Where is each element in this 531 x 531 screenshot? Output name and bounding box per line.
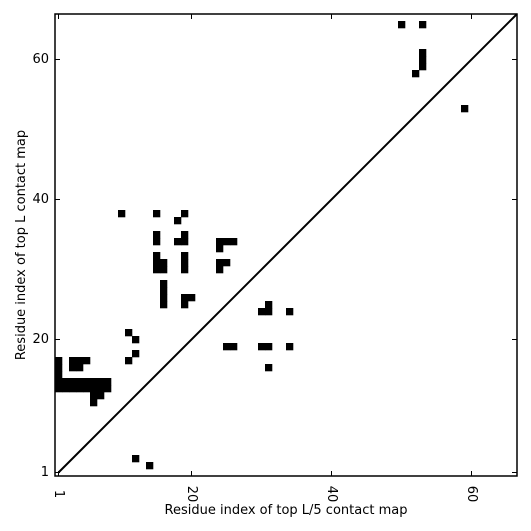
contact-cell xyxy=(69,385,77,393)
contact-cell xyxy=(55,357,63,365)
contact-cell xyxy=(90,399,98,407)
contact-cell xyxy=(181,301,189,309)
contact-cell xyxy=(265,364,273,372)
contact-cell xyxy=(174,238,182,246)
contact-cell xyxy=(153,259,161,267)
contact-cell xyxy=(223,238,231,246)
contact-cell xyxy=(160,301,168,309)
contact-cell xyxy=(160,294,168,302)
contact-cell xyxy=(258,343,266,351)
contact-cell xyxy=(76,385,84,393)
contact-cell xyxy=(153,210,161,218)
contact-cell xyxy=(132,336,140,344)
contact-cell xyxy=(216,259,224,267)
contact-cell xyxy=(419,56,427,64)
contact-cell xyxy=(181,210,189,218)
contact-cell xyxy=(132,455,140,463)
contact-cell xyxy=(153,266,161,274)
diagonal-line xyxy=(57,13,518,474)
contact-cell xyxy=(69,357,77,365)
contact-cell xyxy=(104,378,112,386)
x-tick-label: 20 xyxy=(184,486,199,503)
contact-cell xyxy=(174,217,182,225)
y-tick-label: 1 xyxy=(41,465,49,480)
contact-cell xyxy=(419,63,427,71)
contact-cell xyxy=(90,385,98,393)
contact-cell xyxy=(419,21,427,29)
contact-cell xyxy=(55,364,63,372)
contact-cell xyxy=(286,308,294,316)
contact-cell xyxy=(223,343,231,351)
contact-cell xyxy=(83,378,91,386)
contact-cell xyxy=(223,259,231,267)
contact-cell xyxy=(97,378,105,386)
contact-cell xyxy=(132,350,140,358)
contact-cell xyxy=(181,231,189,239)
contact-cell xyxy=(90,378,98,386)
contact-cell xyxy=(104,385,112,393)
x-tick-label: 1 xyxy=(51,490,66,498)
contact-cell xyxy=(125,329,133,337)
plot-frame xyxy=(54,13,518,477)
contact-cell xyxy=(160,266,168,274)
contact-cell xyxy=(55,371,63,379)
contact-cell xyxy=(265,343,273,351)
contact-cell xyxy=(265,308,273,316)
y-tick-label: 20 xyxy=(32,332,49,347)
contact-cells xyxy=(55,21,469,470)
contact-cell xyxy=(286,343,294,351)
contact-cell xyxy=(181,252,189,260)
contact-cell xyxy=(76,357,84,365)
contact-cell xyxy=(412,70,420,78)
contact-cell xyxy=(55,385,63,393)
contact-cell xyxy=(258,308,266,316)
contact-cell xyxy=(216,238,224,246)
axis-ticks: 1 20 40 60 1 20 40 60 xyxy=(32,14,517,502)
contact-cell xyxy=(118,210,126,218)
contact-cell xyxy=(153,231,161,239)
contact-cell xyxy=(160,259,168,267)
x-tick-label: 60 xyxy=(464,486,479,503)
y-tick-label: 40 xyxy=(32,192,49,207)
contact-cell xyxy=(83,357,91,365)
contact-cell xyxy=(76,364,84,372)
contact-cell xyxy=(181,259,189,267)
contact-cell xyxy=(216,245,224,253)
contact-cell xyxy=(69,378,77,386)
contact-cell xyxy=(153,238,161,246)
y-axis-title: Residue index of top L contact map xyxy=(14,130,29,360)
x-axis-title: Residue index of top L/5 contact map xyxy=(165,503,408,518)
contact-cell xyxy=(146,462,154,470)
contact-cell xyxy=(398,21,406,29)
contact-cell xyxy=(419,49,427,57)
contact-cell xyxy=(153,252,161,260)
contact-cell xyxy=(216,266,224,274)
contact-cell xyxy=(125,357,133,365)
contact-cell xyxy=(62,378,70,386)
contact-cell xyxy=(76,378,84,386)
y-tick-label: 60 xyxy=(32,52,49,67)
contact-cell xyxy=(188,294,196,302)
contact-cell xyxy=(181,266,189,274)
contact-cell xyxy=(265,301,273,309)
contact-cell xyxy=(160,287,168,295)
contact-cell xyxy=(181,294,189,302)
contact-cell xyxy=(181,238,189,246)
contact-cell xyxy=(160,280,168,288)
contact-cell xyxy=(230,343,238,351)
contact-cell xyxy=(90,392,98,400)
contact-cell xyxy=(83,385,91,393)
x-tick-label: 40 xyxy=(324,486,339,503)
contact-cell xyxy=(97,392,105,400)
contact-cell xyxy=(55,378,63,386)
contact-cell xyxy=(62,385,70,393)
contact-cell xyxy=(97,385,105,393)
contact-cell xyxy=(69,364,77,372)
contact-cell xyxy=(230,238,238,246)
contact-cell xyxy=(461,105,469,113)
